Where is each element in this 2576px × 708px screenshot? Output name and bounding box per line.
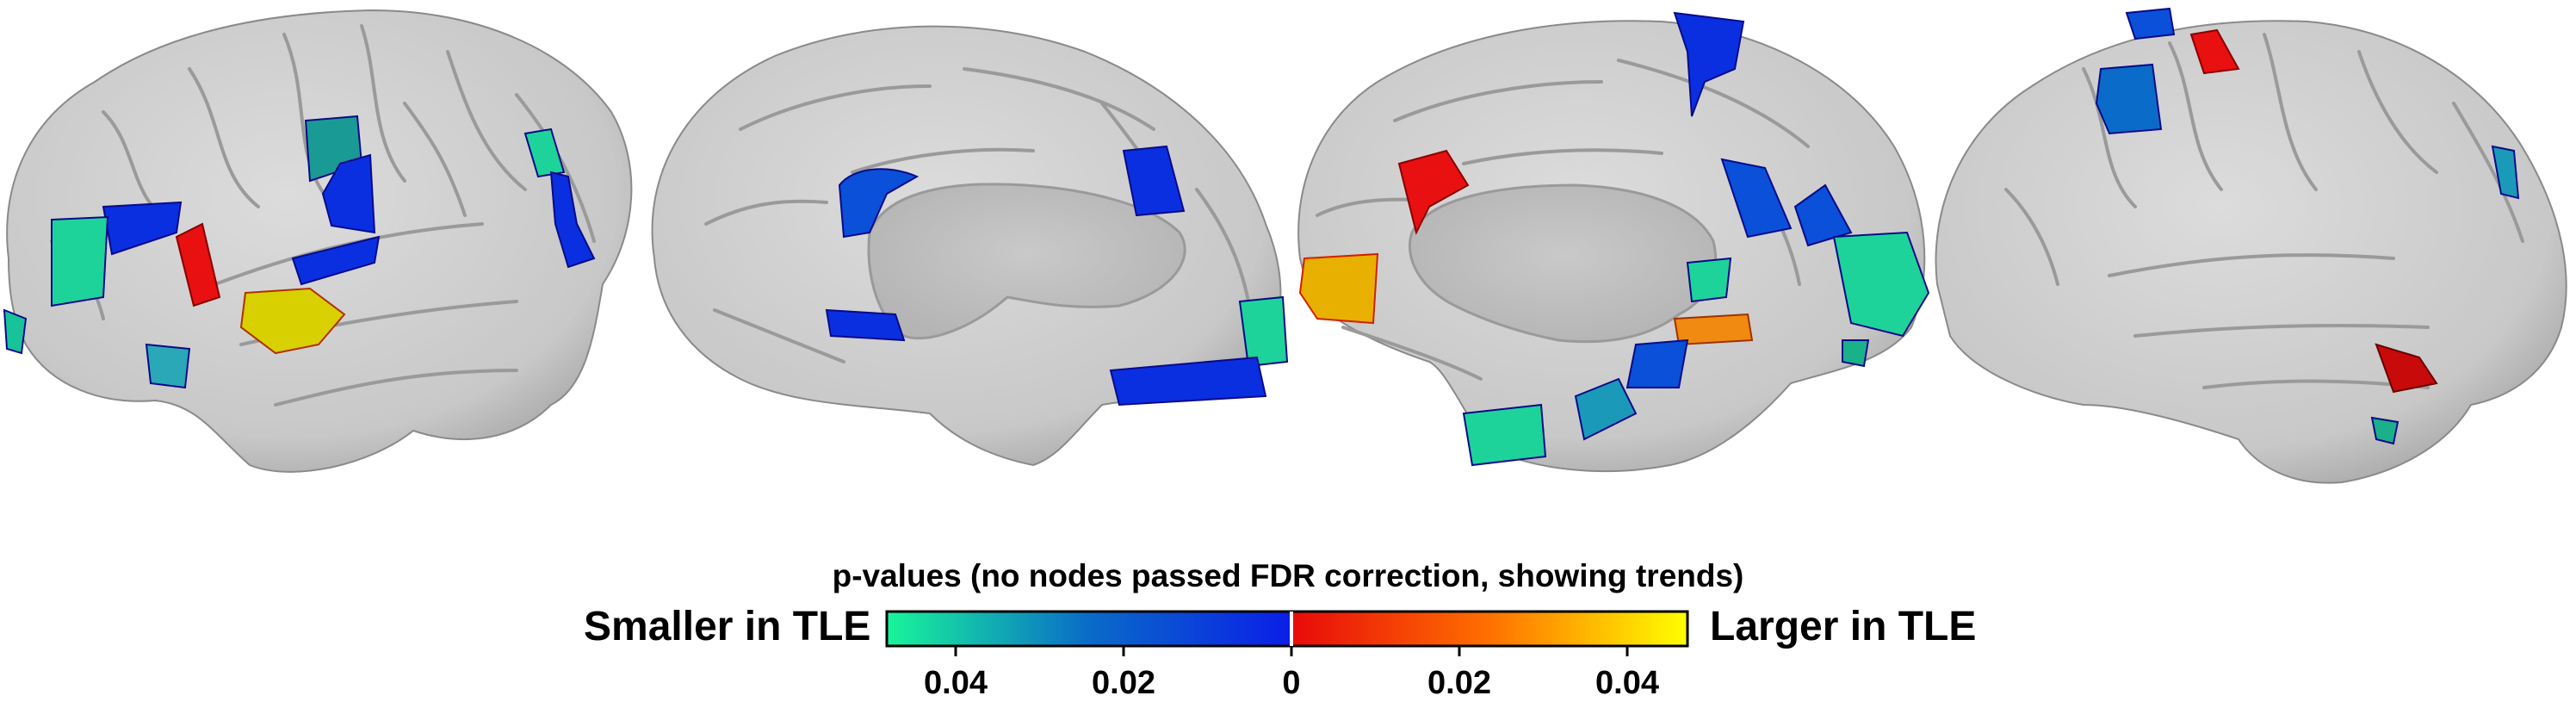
parcel	[523, 127, 566, 178]
colorbar-right-label: Larger in TLE	[1710, 604, 1977, 649]
parcel	[825, 308, 906, 342]
parcel	[1397, 149, 1470, 235]
brain-view-left-medial	[651, 25, 1289, 467]
parcel	[51, 215, 109, 307]
parcel	[1793, 183, 1853, 247]
cortex-surface	[1935, 20, 2567, 484]
parcel	[838, 168, 920, 239]
parcel	[549, 171, 596, 269]
colorbar-tick-label: 0.02	[1427, 665, 1491, 701]
parcel	[1842, 339, 1870, 368]
parcel	[3, 308, 28, 355]
parcel	[2189, 28, 2240, 75]
colorbar-tick-marks	[954, 646, 1629, 656]
colorbar-title: p-values (no nodes passed FDR correction…	[832, 558, 1744, 593]
brain-view-right-lateral	[1935, 7, 2567, 484]
parcel	[1574, 377, 1638, 441]
parcel	[102, 201, 183, 256]
parcel	[2370, 416, 2400, 445]
parcel	[291, 235, 381, 286]
parcel	[1109, 356, 1267, 407]
colorbar-negative-segment	[887, 612, 1291, 646]
corpus-callosum	[867, 183, 1186, 340]
parcel	[1673, 313, 1754, 346]
colorbar-tick-label: 0.04	[1595, 665, 1659, 701]
colorbar-left-label: Smaller in TLE	[584, 604, 871, 649]
parcel	[1686, 257, 1732, 303]
parcel	[145, 343, 191, 389]
brain-view-left-lateral	[3, 9, 633, 473]
parcel	[2125, 7, 2176, 40]
parcel	[1462, 403, 1547, 467]
parcel	[1238, 295, 1289, 368]
parcel	[175, 222, 221, 307]
colorbar-tick-label: 0	[1282, 665, 1301, 701]
parcel	[1832, 231, 1930, 338]
colorbar-positive-segment	[1291, 612, 1687, 646]
parcel	[2095, 63, 2163, 135]
parcel	[2491, 145, 2520, 200]
parcel	[1122, 145, 1186, 217]
parcel	[321, 153, 376, 234]
colorbar-frame	[885, 610, 1689, 648]
parcel	[239, 287, 346, 355]
parcel	[2375, 343, 2438, 394]
parcel	[1720, 158, 1793, 239]
parcel	[1298, 252, 1379, 325]
parcel	[1673, 11, 1745, 117]
parcel	[1625, 338, 1689, 388]
corpus-callosum	[1408, 183, 1718, 344]
colorbar-tick-label: 0.04	[924, 665, 988, 701]
colorbar	[885, 610, 1689, 656]
colorbar-tick-label: 0.02	[1092, 665, 1155, 701]
brain-view-right-medial	[1297, 11, 1930, 473]
